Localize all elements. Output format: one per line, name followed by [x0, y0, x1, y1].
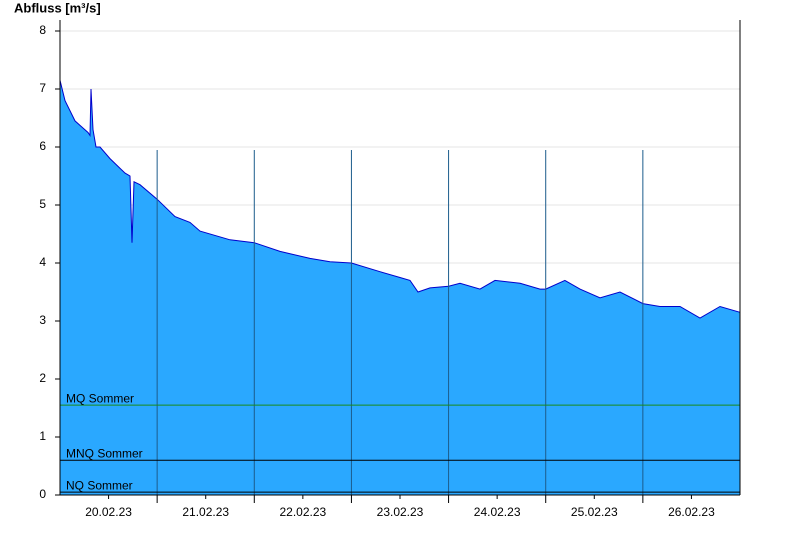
y-tick-label: 2: [39, 371, 46, 385]
y-axis-title: Abfluss [m³/s]: [14, 0, 101, 15]
line: [59, 80, 741, 319]
y-tick-label: 8: [39, 23, 46, 37]
x-tick-label: 26.02.23: [668, 505, 715, 519]
x-tick-label: 24.02.23: [474, 505, 521, 519]
reference-label: MQ Sommer: [66, 391, 134, 405]
y-tick-label: 7: [39, 81, 46, 95]
y-tick-label: 6: [39, 139, 46, 153]
area: [60, 80, 740, 496]
y-tick-label: 4: [39, 255, 46, 269]
x-tick-label: 22.02.23: [279, 505, 326, 519]
reference-label: MNQ Sommer: [66, 446, 143, 460]
y-tick-label: 5: [39, 197, 46, 211]
x-tick-label: 25.02.23: [571, 505, 618, 519]
x-tick-label: 20.02.23: [85, 505, 132, 519]
y-tick-label: 3: [39, 313, 46, 327]
y-tick-label: 1: [39, 429, 46, 443]
x-tick-label: 21.02.23: [182, 505, 229, 519]
x-tick-label: 23.02.23: [377, 505, 424, 519]
reference-label: NQ Sommer: [66, 478, 133, 492]
y-tick-label: 0: [39, 487, 46, 501]
